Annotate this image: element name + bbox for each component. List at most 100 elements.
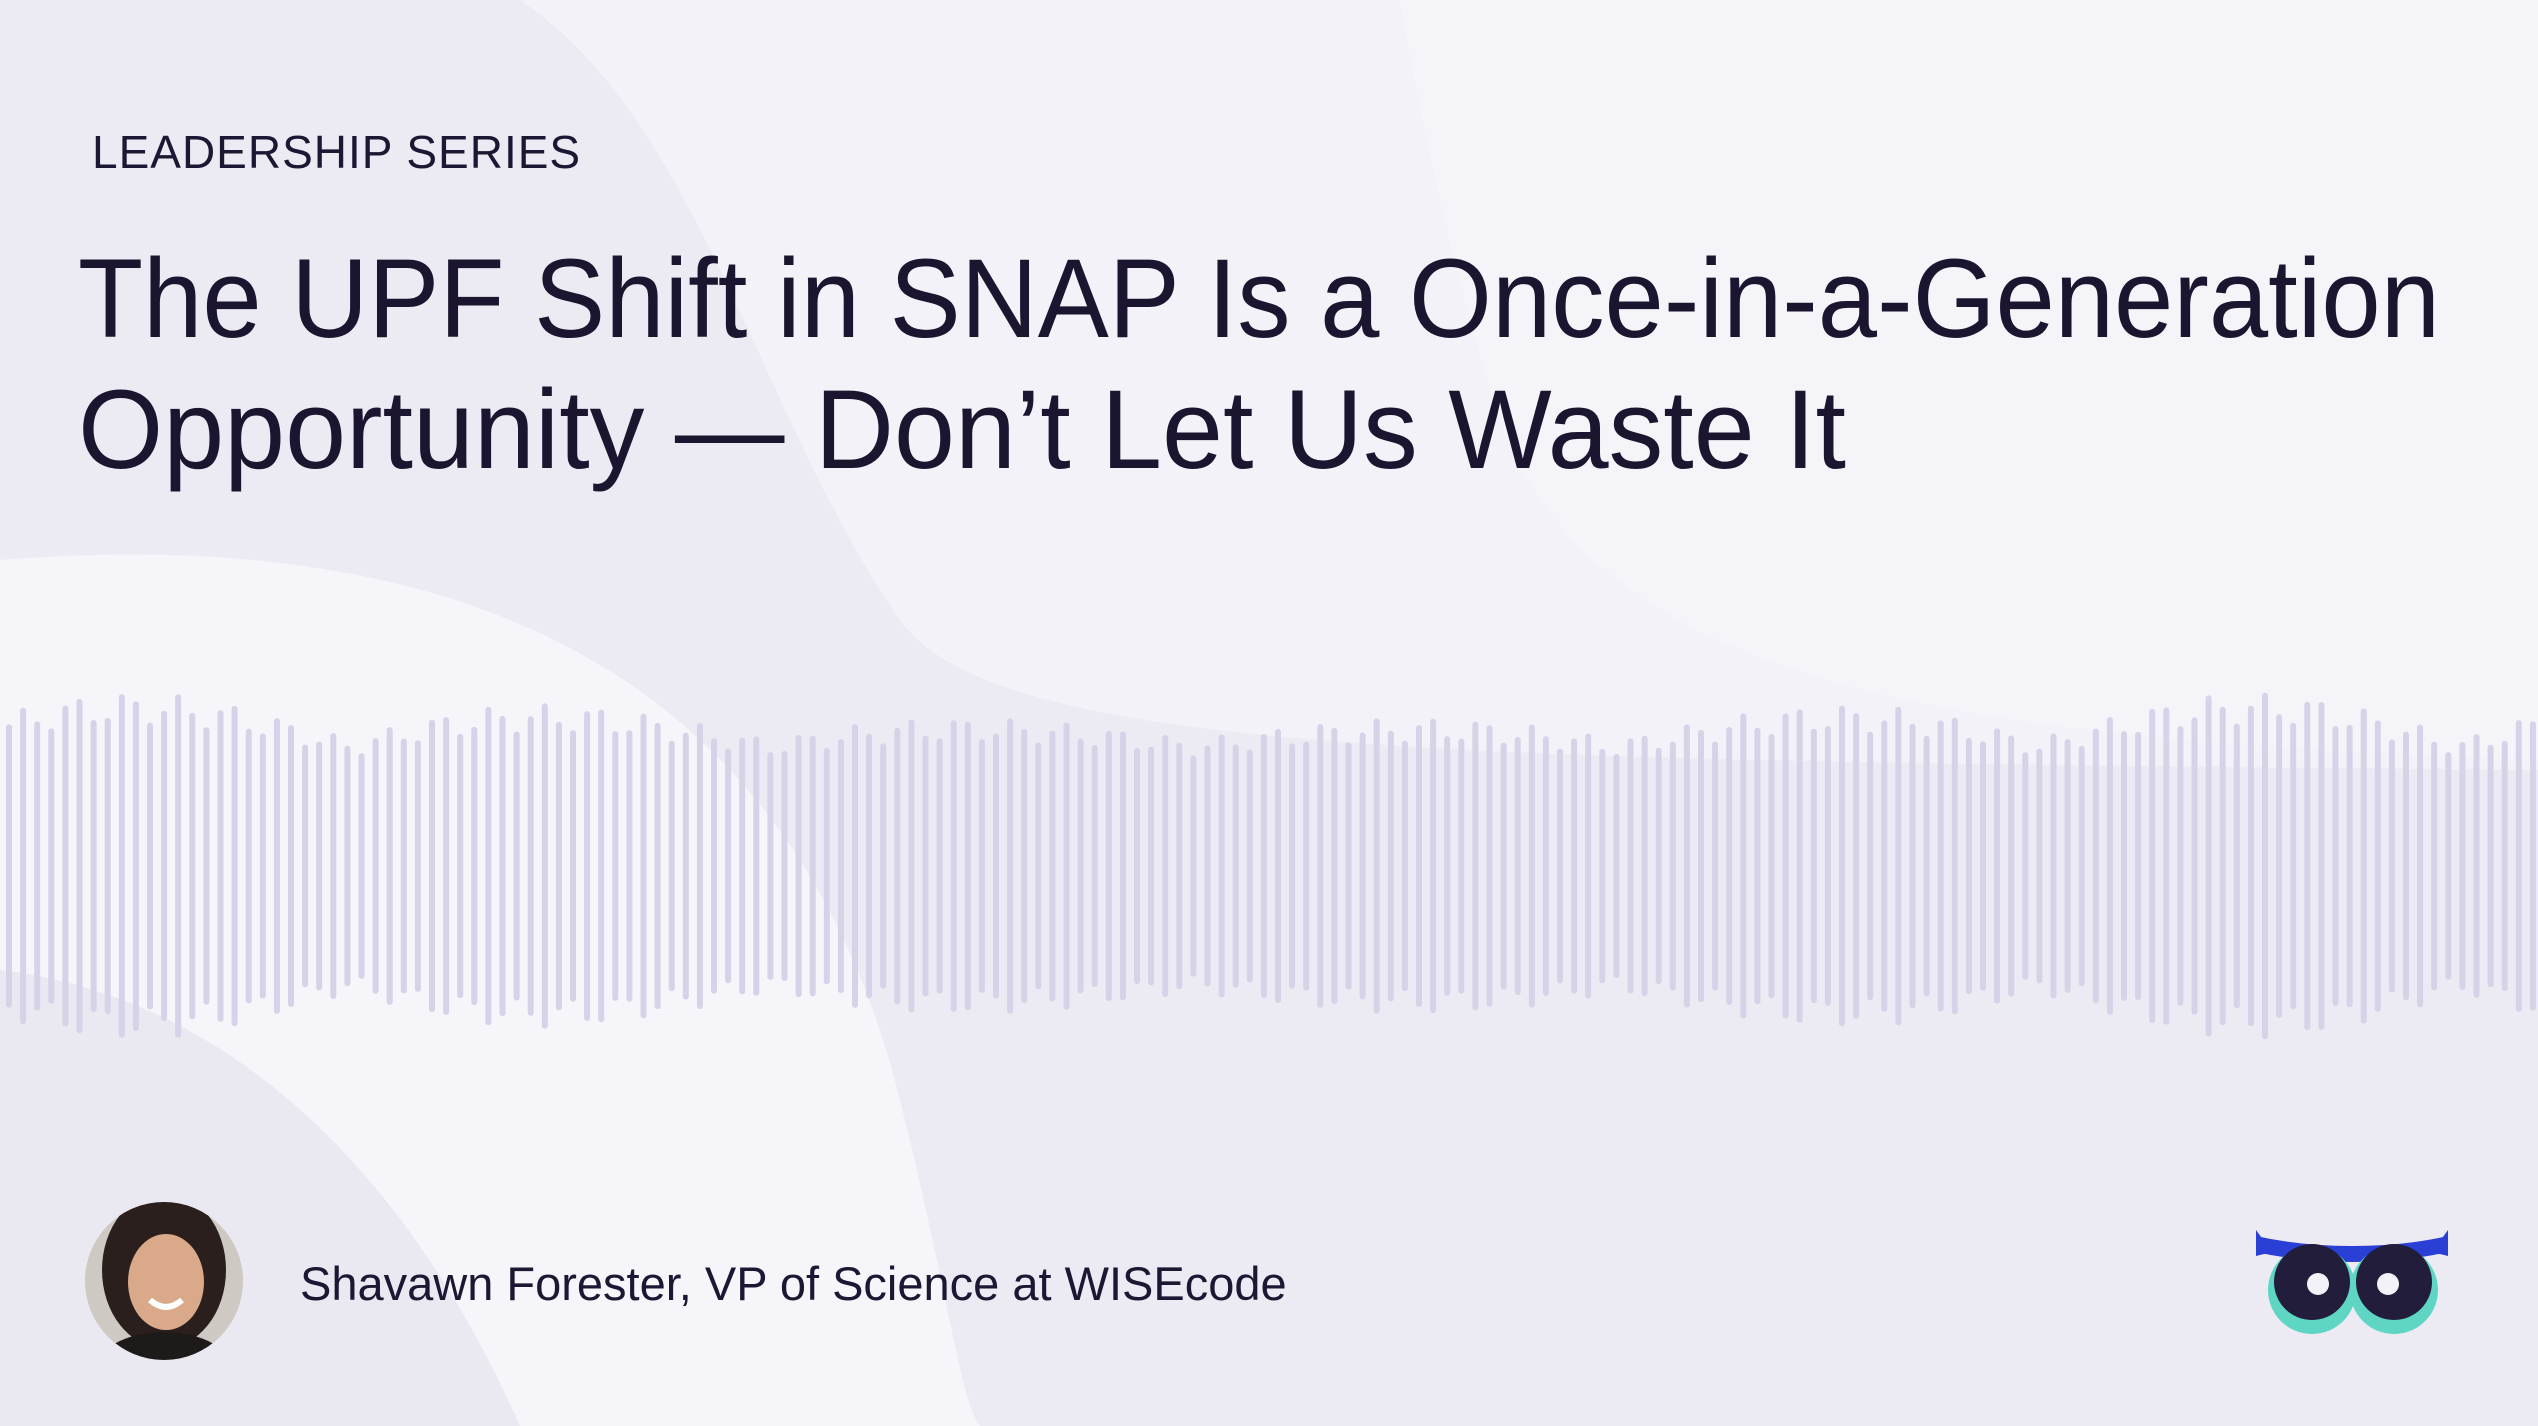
waveform-bar xyxy=(1698,729,1704,1003)
waveform-bar xyxy=(118,694,125,1038)
waveform-bar xyxy=(499,715,506,1017)
waveform-bar xyxy=(739,737,746,995)
waveform-bar xyxy=(513,731,520,1001)
waveform-bar xyxy=(48,728,55,1004)
waveform-bar xyxy=(964,721,971,1011)
waveform-bar xyxy=(1359,732,1366,1000)
waveform-bar xyxy=(1810,728,1817,1004)
waveform-bar xyxy=(1373,718,1380,1014)
logo xyxy=(2256,1230,2448,1334)
waveform-bar xyxy=(1119,731,1126,1001)
waveform-bar xyxy=(1345,742,1352,990)
waveform-bar xyxy=(993,733,999,999)
waveform-bar xyxy=(2191,717,2198,1015)
waveform-bar xyxy=(90,720,97,1012)
waveform-bar xyxy=(259,733,266,999)
waveform-bar xyxy=(781,750,788,982)
waveform-bar xyxy=(1063,722,1070,1010)
waveform-bar xyxy=(978,739,985,993)
waveform-bar xyxy=(1712,741,1719,991)
waveform-bar xyxy=(1458,738,1465,994)
waveform-bar xyxy=(541,703,548,1029)
waveform-bar xyxy=(1472,721,1479,1011)
waveform-bar xyxy=(1514,737,1521,995)
waveform-bar xyxy=(1134,747,1140,985)
waveform-bar xyxy=(217,710,224,1022)
waveform-bar xyxy=(852,724,858,1008)
waveform-bar xyxy=(908,719,915,1013)
waveform-bar xyxy=(1162,734,1169,998)
waveform-bar xyxy=(1416,725,1422,1007)
waveform-bar xyxy=(2219,706,2226,1026)
waveform-bar xyxy=(2388,739,2395,993)
waveform-bar xyxy=(1190,755,1197,977)
waveform-bar xyxy=(1091,744,1098,988)
waveform-bar xyxy=(471,726,478,1006)
waveform-bar xyxy=(2247,705,2254,1027)
waveform-bar xyxy=(2149,708,2156,1024)
waveform-bar xyxy=(1148,746,1155,986)
waveform-bar xyxy=(1260,733,1267,999)
waveform-bar xyxy=(1585,733,1592,999)
waveform-bar xyxy=(654,722,661,1010)
waveform-bar xyxy=(1923,735,1930,997)
waveform-bar xyxy=(612,731,619,1001)
waveform-bar xyxy=(302,744,309,988)
waveform-bar xyxy=(2332,726,2339,1006)
waveform-bar xyxy=(189,712,196,1020)
waveform-bar xyxy=(316,741,323,991)
waveform-bar xyxy=(400,738,407,994)
waveform-bar xyxy=(76,698,83,1034)
waveform-bar xyxy=(1796,709,1803,1023)
waveform-bar xyxy=(1542,736,1549,996)
waveform-bar xyxy=(2092,728,2099,1004)
waveform-bar xyxy=(1557,748,1563,984)
waveform-bar xyxy=(288,725,294,1007)
waveform-bar xyxy=(2459,741,2466,991)
waveform-bar xyxy=(2022,752,2029,980)
waveform-bar xyxy=(245,728,252,1004)
waveform-bar xyxy=(2008,735,2015,997)
waveform-bar xyxy=(2121,731,2127,1001)
waveform-bar xyxy=(1613,754,1620,978)
waveform-bar xyxy=(725,748,732,984)
waveform-bar xyxy=(2262,692,2268,1040)
waveform-bar xyxy=(668,740,675,992)
waveform-bar xyxy=(161,710,168,1022)
waveform-bar xyxy=(1994,728,2001,1004)
waveform-bar xyxy=(443,717,450,1015)
waveform-bar xyxy=(372,738,379,994)
waveform-bar xyxy=(273,718,280,1014)
waveform-bar xyxy=(1683,724,1690,1008)
waveform-bar xyxy=(2290,722,2297,1010)
waveform-bar xyxy=(1401,740,1408,992)
waveform-bar xyxy=(1839,705,1845,1027)
waveform-bar xyxy=(1331,727,1338,1005)
waveform-bar xyxy=(1049,730,1056,1002)
waveform-bar xyxy=(626,730,633,1002)
waveform-bar xyxy=(809,735,816,997)
waveform-bar xyxy=(386,727,393,1005)
waveform-bar xyxy=(1176,742,1183,990)
waveform-bar xyxy=(598,709,605,1023)
waveform-bar xyxy=(1077,738,1084,994)
waveform-bar xyxy=(1641,735,1648,997)
waveform-bar xyxy=(936,738,943,994)
title-line: Opportunity — Don’t Let Us Waste It xyxy=(78,367,1846,492)
waveform-bar xyxy=(570,730,576,1002)
waveform xyxy=(6,692,2536,1040)
waveform-bar xyxy=(2360,708,2367,1024)
waveform-bar xyxy=(2276,714,2283,1018)
waveform-bar xyxy=(1669,741,1676,991)
waveform-bar xyxy=(203,727,210,1005)
waveform-bar xyxy=(2050,733,2057,999)
waveform-bar xyxy=(2205,695,2212,1037)
waveform-bar xyxy=(2346,724,2353,1008)
waveform-bar xyxy=(330,733,337,999)
waveform-bar xyxy=(1980,741,1986,991)
waveform-bar xyxy=(358,753,365,979)
waveform-bar xyxy=(2473,734,2480,998)
waveform-bar xyxy=(1867,731,1874,1001)
